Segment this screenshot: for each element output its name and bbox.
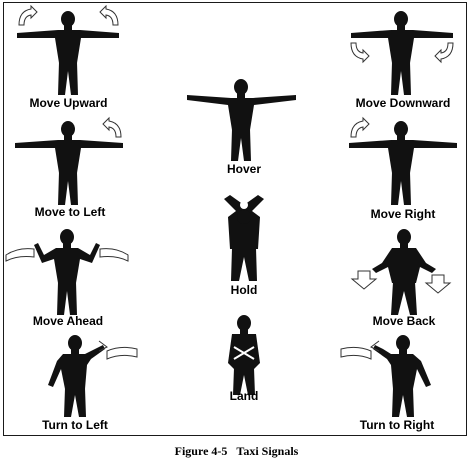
move-right-label: Move Right [370, 207, 436, 221]
land-label: Land [229, 389, 259, 403]
signal-move-ahead: Move Ahead [4, 227, 132, 337]
signal-hold: Hold [194, 187, 294, 299]
figure-title: Taxi Signals [236, 444, 299, 458]
signal-hover: Hover [184, 75, 304, 180]
turn-to-left-label: Turn to Left [42, 418, 108, 432]
move-back-figure [350, 229, 452, 315]
move-to-left-figure [15, 116, 123, 205]
move-downward-figure [350, 11, 454, 95]
signal-turn-to-left: Turn to Left [11, 333, 139, 437]
move-back-label: Move Back [372, 314, 436, 328]
figure-number: Figure 4-5 [174, 444, 228, 458]
turn-to-right-label: Turn to Right [359, 418, 435, 432]
figure-caption: Figure 4-5 Taxi Signals [0, 444, 473, 459]
signal-move-upward: Move Upward [11, 5, 126, 115]
hover-label: Hover [226, 162, 261, 176]
move-upward-figure [17, 5, 119, 95]
signal-move-back: Move Back [344, 227, 464, 337]
signal-move-right: Move Right [339, 115, 467, 225]
move-downward-label: Move Downward [355, 96, 451, 110]
hold-label: Hold [230, 283, 258, 297]
hover-figure [187, 79, 296, 161]
turn-to-right-figure [340, 335, 431, 417]
signals-diagram-frame: Move Upward Move Downward Hover [3, 2, 467, 436]
move-ahead-figure [5, 229, 129, 315]
signal-move-to-left: Move to Left [11, 115, 129, 225]
signal-move-downward: Move Downward [339, 5, 467, 115]
move-ahead-label: Move Ahead [32, 314, 104, 328]
land-figure [228, 315, 260, 395]
hold-figure [224, 195, 264, 281]
signal-land: Land [194, 313, 294, 413]
move-right-figure [349, 116, 457, 205]
move-to-left-label: Move to Left [34, 205, 106, 219]
turn-to-left-figure [48, 335, 138, 417]
move-upward-label: Move Upward [29, 96, 108, 110]
signal-turn-to-right: Turn to Right [329, 333, 465, 437]
